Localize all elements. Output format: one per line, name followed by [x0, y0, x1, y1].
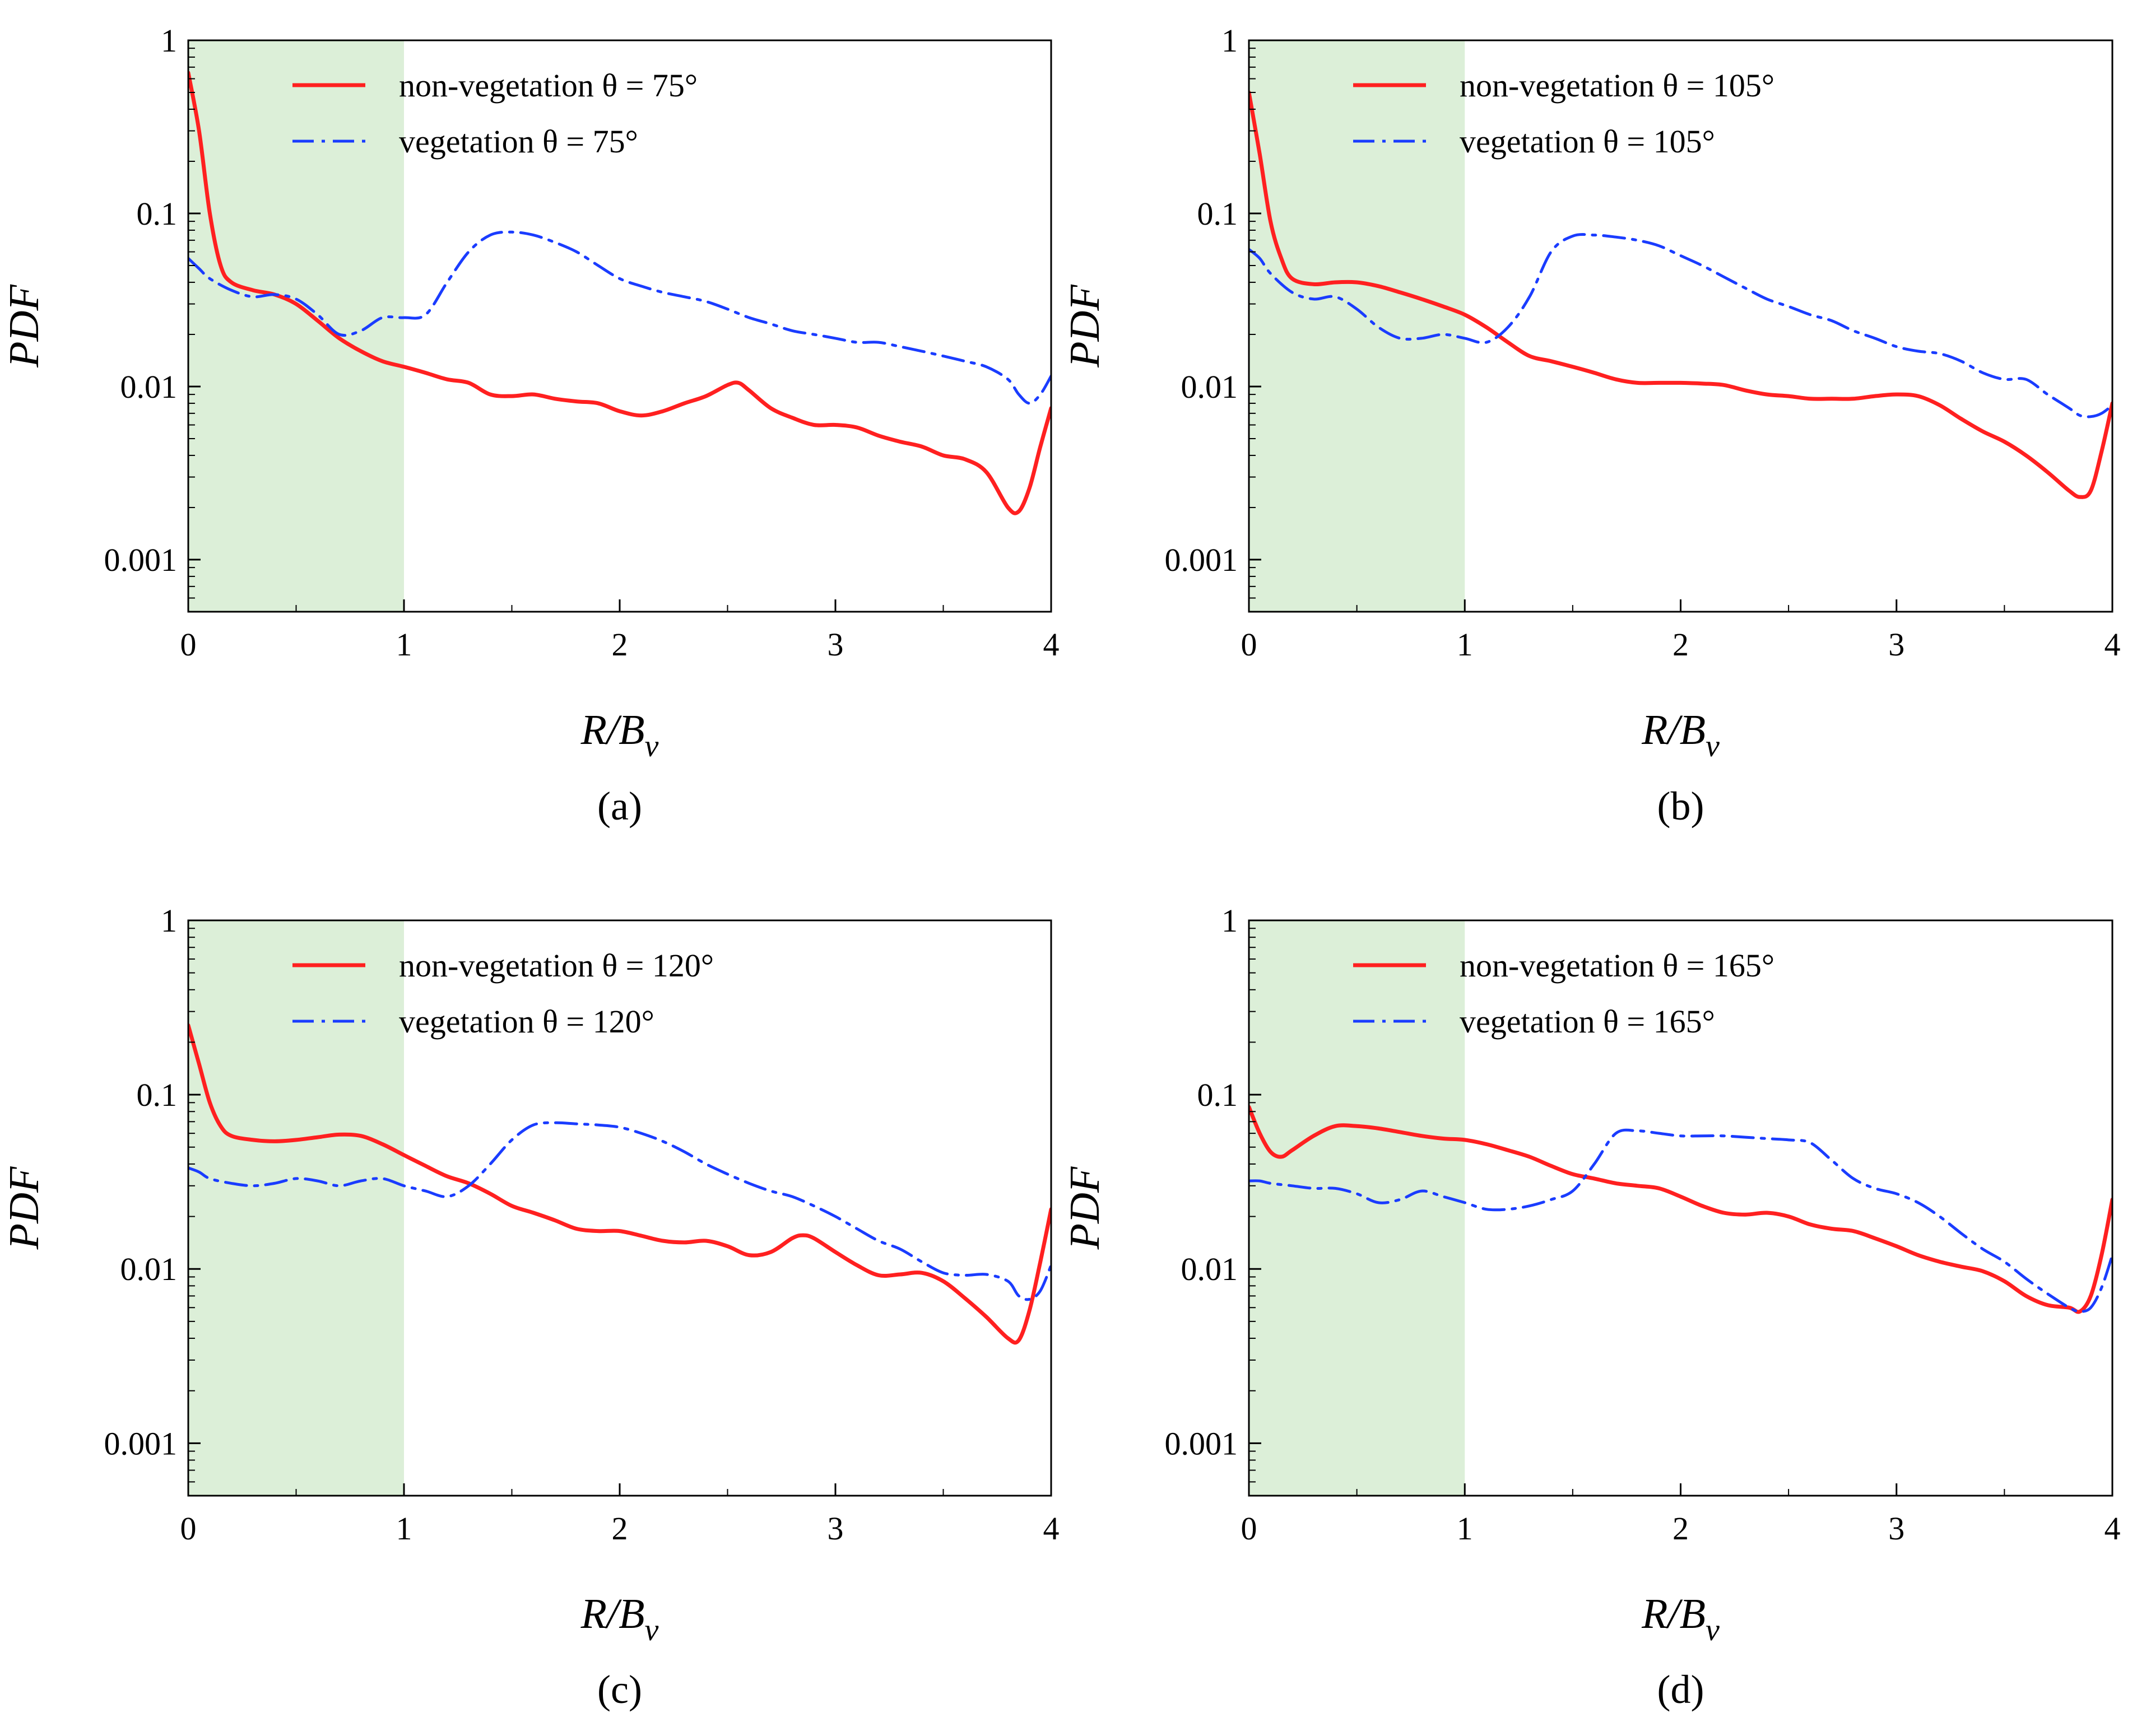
panel-c-legend-label-vegetation: vegetation θ = 120°: [399, 1003, 654, 1040]
panel-b-legend: non-vegetation θ = 105° vegetation θ = 10…: [1353, 67, 1774, 160]
panel-a: 0 1 2 3 4 0.001 0.01 0.1 1 R/Bv PDF non-vegetation …: [1, 22, 1060, 829]
panel-d-y-tick-label: 0.01: [1181, 1251, 1238, 1287]
panel-c-x-tick-label: 4: [1043, 1510, 1060, 1547]
panel-d-x-tick-label: 2: [1673, 1510, 1689, 1547]
panel-b-shaded-region: [1249, 40, 1465, 612]
panel-b-series-vegetation-line: [1249, 233, 2112, 418]
panel-a-x-tick-label: 0: [180, 626, 197, 663]
panel-b-x-tick-label: 3: [1888, 626, 1904, 663]
panel-a-legend-label-non-vegetation: non-vegetation θ = 75°: [399, 67, 698, 104]
panel-d-series-non-vegetation-line: [1249, 1105, 2112, 1314]
panel-d-x-tick-label: 4: [2105, 1510, 2121, 1547]
panel-b-x-tick-label: 4: [2105, 626, 2121, 663]
panel-b-legend-label-vegetation: vegetation θ = 105°: [1460, 123, 1715, 160]
panel-b-x-axis-title: R/Bv: [1641, 706, 1720, 764]
panel-c-x-tick-label: 3: [828, 1510, 844, 1547]
panel-a-series-vegetation-line: [188, 230, 1051, 405]
panel-a-x-tick-label: 4: [1043, 626, 1060, 663]
panel-b-legend-label-non-vegetation: non-vegetation θ = 105°: [1460, 67, 1774, 104]
panel-a-legend-label-vegetation: vegetation θ = 75°: [399, 123, 638, 160]
panel-d-x-tick-label: 0: [1241, 1510, 1257, 1547]
panel-a-x-axis-title: R/Bv: [580, 706, 659, 764]
panel-a-series-group: [188, 71, 1051, 515]
panel-d-y-tick-label: 0.1: [1197, 1077, 1238, 1113]
panel-c-series-group: [188, 1023, 1051, 1345]
panel-c-x-tick-label: 1: [396, 1510, 412, 1547]
panel-a-x-tick-label: 1: [396, 626, 412, 663]
panel-b-series-group: [1249, 90, 2112, 499]
panel-a-shaded-region: [188, 40, 404, 612]
panel-a-label: (a): [597, 784, 642, 829]
panel-b: 0 1 2 3 4 0.001 0.01 0.1 1 R/Bv PDF non-vegetation …: [1061, 22, 2121, 829]
panel-d-legend-label-vegetation: vegetation θ = 165°: [1460, 1003, 1715, 1040]
panel-a-y-tick-label: 0.01: [120, 369, 178, 405]
panel-a-x-tick-label: 3: [828, 626, 844, 663]
panel-b-series-non-vegetation-line: [1249, 90, 2112, 499]
panel-d-shaded-region: [1249, 920, 1465, 1496]
panel-b-y-axis-title: PDF: [1061, 284, 1108, 368]
panel-d-y-tick-label: 0.001: [1165, 1425, 1238, 1462]
panel-b-y-tick-label: 0.01: [1181, 369, 1238, 405]
panel-a-x-tick-label: 2: [612, 626, 628, 663]
panel-d-x-axis-title: R/Bv: [1641, 1590, 1720, 1647]
panel-a-legend: non-vegetation θ = 75° vegetation θ = 75°: [292, 67, 698, 160]
panel-c-x-axis-title: R/Bv: [580, 1590, 659, 1647]
panel-c: 0 1 2 3 4 0.001 0.01 0.1 1 R/Bv PDF non-vegetation …: [1, 902, 1060, 1712]
panel-d-label: (d): [1657, 1667, 1704, 1712]
panel-d-y-axis-title: PDF: [1061, 1166, 1108, 1250]
panel-b-y-tick-label: 0.001: [1165, 542, 1238, 578]
panel-b-x-tick-label: 2: [1673, 626, 1689, 663]
panel-c-y-tick-label: 0.001: [104, 1425, 178, 1462]
panel-b-x-tick-label: 1: [1457, 626, 1473, 663]
panel-c-shaded-region: [188, 920, 404, 1496]
panel-c-legend-label-non-vegetation: non-vegetation θ = 120°: [399, 947, 714, 984]
panel-b-label: (b): [1657, 784, 1704, 829]
panel-c-series-vegetation-line: [188, 1121, 1051, 1301]
panel-c-x-tick-label: 2: [612, 1510, 628, 1547]
panel-a-y-tick-label: 1: [161, 22, 177, 59]
panel-a-y-tick-label: 0.001: [104, 542, 178, 578]
panel-c-label: (c): [597, 1667, 642, 1712]
panel-c-series-non-vegetation-line: [188, 1023, 1051, 1345]
panel-d-legend-label-non-vegetation: non-vegetation θ = 165°: [1460, 947, 1774, 984]
panel-a-series-non-vegetation-line: [188, 71, 1051, 515]
panel-d-series-vegetation-line: [1249, 1128, 2112, 1313]
panel-d: 0 1 2 3 4 0.001 0.01 0.1 1 R/Bv PDF non-vegetation …: [1061, 902, 2121, 1712]
panel-b-y-tick-label: 1: [1221, 22, 1238, 59]
panel-c-y-tick-label: 1: [161, 902, 177, 939]
panel-d-series-group: [1249, 1105, 2112, 1314]
panel-b-x-tick-label: 0: [1241, 626, 1257, 663]
panel-a-y-axis-title: PDF: [1, 284, 48, 368]
panel-d-x-tick-label: 3: [1888, 1510, 1904, 1547]
panel-b-y-tick-label: 0.1: [1197, 196, 1238, 232]
panel-c-y-tick-label: 0.01: [120, 1251, 178, 1287]
panel-d-legend: non-vegetation θ = 165° vegetation θ = 16…: [1353, 947, 1774, 1040]
panel-c-x-tick-label: 0: [180, 1510, 197, 1547]
panel-d-y-tick-label: 1: [1221, 902, 1238, 939]
panel-a-y-tick-label: 0.1: [137, 196, 178, 232]
panel-c-y-tick-label: 0.1: [137, 1077, 178, 1113]
panel-c-y-axis-title: PDF: [1, 1166, 48, 1250]
panel-d-x-tick-label: 1: [1457, 1510, 1473, 1547]
panel-c-legend: non-vegetation θ = 120° vegetation θ = 12…: [292, 947, 714, 1040]
